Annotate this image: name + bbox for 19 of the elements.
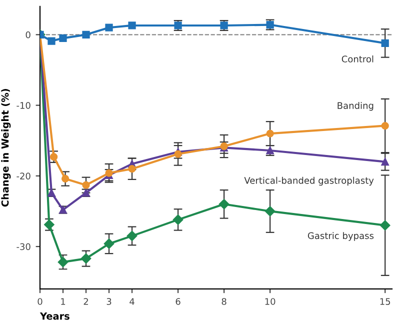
x-tick-label: 2 — [84, 298, 88, 305]
x-axis-title: Years — [40, 312, 70, 320]
x-tick-label: 10 — [265, 298, 276, 305]
x-tick-label: 3 — [106, 298, 112, 305]
series-label: Banding — [338, 102, 374, 111]
x-tick-label: 8 — [222, 298, 226, 305]
series-label: Vertical-banded gastroplasty — [244, 176, 374, 186]
y-tick-label: 0 — [26, 31, 30, 38]
y-axis-title: Change in Weight (%) — [1, 89, 11, 207]
x-tick-label: 6 — [176, 298, 180, 305]
x-tick-label: 0 — [38, 298, 42, 305]
y-tick-label: -10 — [16, 102, 30, 109]
y-tick-label: -30 — [16, 243, 30, 250]
y-tick-label: -20 — [16, 172, 30, 180]
x-tick-label: 15 — [380, 298, 390, 305]
x-tick-label: 1 — [61, 298, 66, 305]
series-label: Gastric bypass — [308, 232, 374, 241]
x-tick-label: 4 — [130, 298, 134, 305]
series-label: Control — [342, 55, 374, 62]
